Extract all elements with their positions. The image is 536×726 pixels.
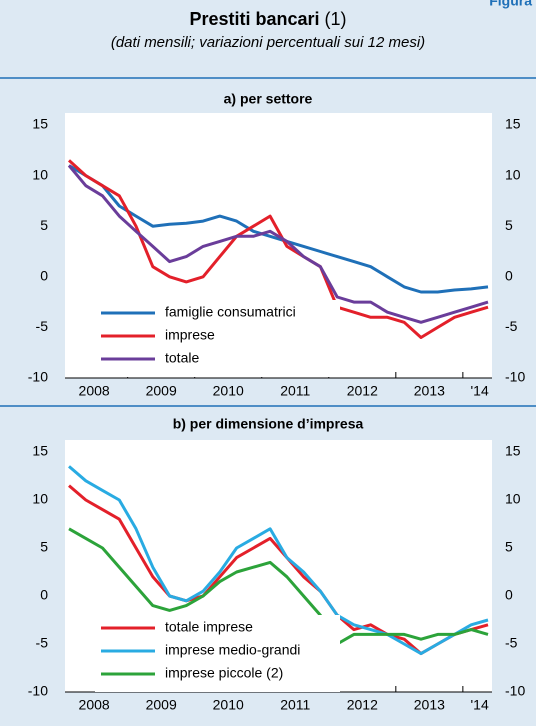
y-tick-label: 10 [32, 166, 48, 182]
x-tick-label: '14 [470, 697, 488, 713]
x-tick-label: 2008 [79, 383, 110, 399]
x-tick-label: 2008 [79, 697, 110, 713]
x-tick-label: 2012 [347, 697, 378, 713]
subtitle: (dati mensili; variazioni percentuali su… [111, 34, 425, 51]
x-tick-label: 2009 [146, 383, 177, 399]
y-tick-label: -10 [28, 369, 48, 385]
panel-title: b) per dimensione d’impresa [173, 416, 364, 432]
series-line [68, 527, 489, 646]
legend-label: totale imprese [165, 619, 253, 635]
y-tick-label: 15 [32, 116, 48, 132]
legend-label: totale [165, 350, 199, 366]
y2-tick-label: 5 [505, 217, 513, 233]
figure-label: Figura [489, 0, 532, 9]
x-tick-label: 2009 [146, 697, 177, 713]
y-tick-label: -5 [36, 635, 49, 651]
y2-tick-label: 15 [505, 443, 521, 459]
y2-tick-label: 5 [505, 539, 513, 555]
panel-title: a) per settore [224, 91, 313, 107]
y2-tick-label: 10 [505, 166, 521, 182]
y2-tick-label: 0 [505, 587, 513, 603]
y-tick-label: 0 [40, 587, 48, 603]
legend-label: famiglie consumatrici [165, 304, 296, 320]
y2-tick-label: -5 [505, 635, 518, 651]
y2-tick-label: 15 [505, 116, 521, 132]
title: Prestiti bancari (1) [189, 9, 346, 29]
y-tick-label: 5 [40, 539, 48, 555]
x-tick-label: 2013 [414, 697, 445, 713]
y-tick-label: 0 [40, 268, 48, 284]
x-tick-label: 2013 [414, 383, 445, 399]
y-tick-label: 5 [40, 217, 48, 233]
series-line [67, 164, 489, 324]
x-tick-label: 2010 [213, 383, 244, 399]
series-line [68, 164, 489, 294]
y2-tick-label: -10 [505, 369, 525, 385]
y2-tick-label: 0 [505, 268, 513, 284]
y-tick-label: -10 [28, 683, 48, 699]
y2-tick-label: 10 [505, 491, 521, 507]
x-tick-label: 2012 [347, 383, 378, 399]
y2-tick-label: -5 [505, 318, 518, 334]
legend-label: imprese [165, 327, 215, 343]
legend-label: imprese piccole (2) [165, 665, 283, 681]
y2-tick-label: -10 [505, 683, 525, 699]
x-tick-label: 2011 [280, 383, 310, 399]
y-tick-label: 15 [32, 443, 48, 459]
title-note: (1) [325, 9, 347, 29]
x-tick-label: '14 [470, 383, 488, 399]
x-tick-label: 2010 [213, 697, 244, 713]
title-main: Prestiti bancari [189, 9, 319, 29]
y-tick-label: 10 [32, 491, 48, 507]
x-tick-label: 2011 [280, 697, 310, 713]
y-tick-label: -5 [36, 318, 49, 334]
legend-label: imprese medio-grandi [165, 642, 300, 658]
series-line [68, 465, 489, 656]
